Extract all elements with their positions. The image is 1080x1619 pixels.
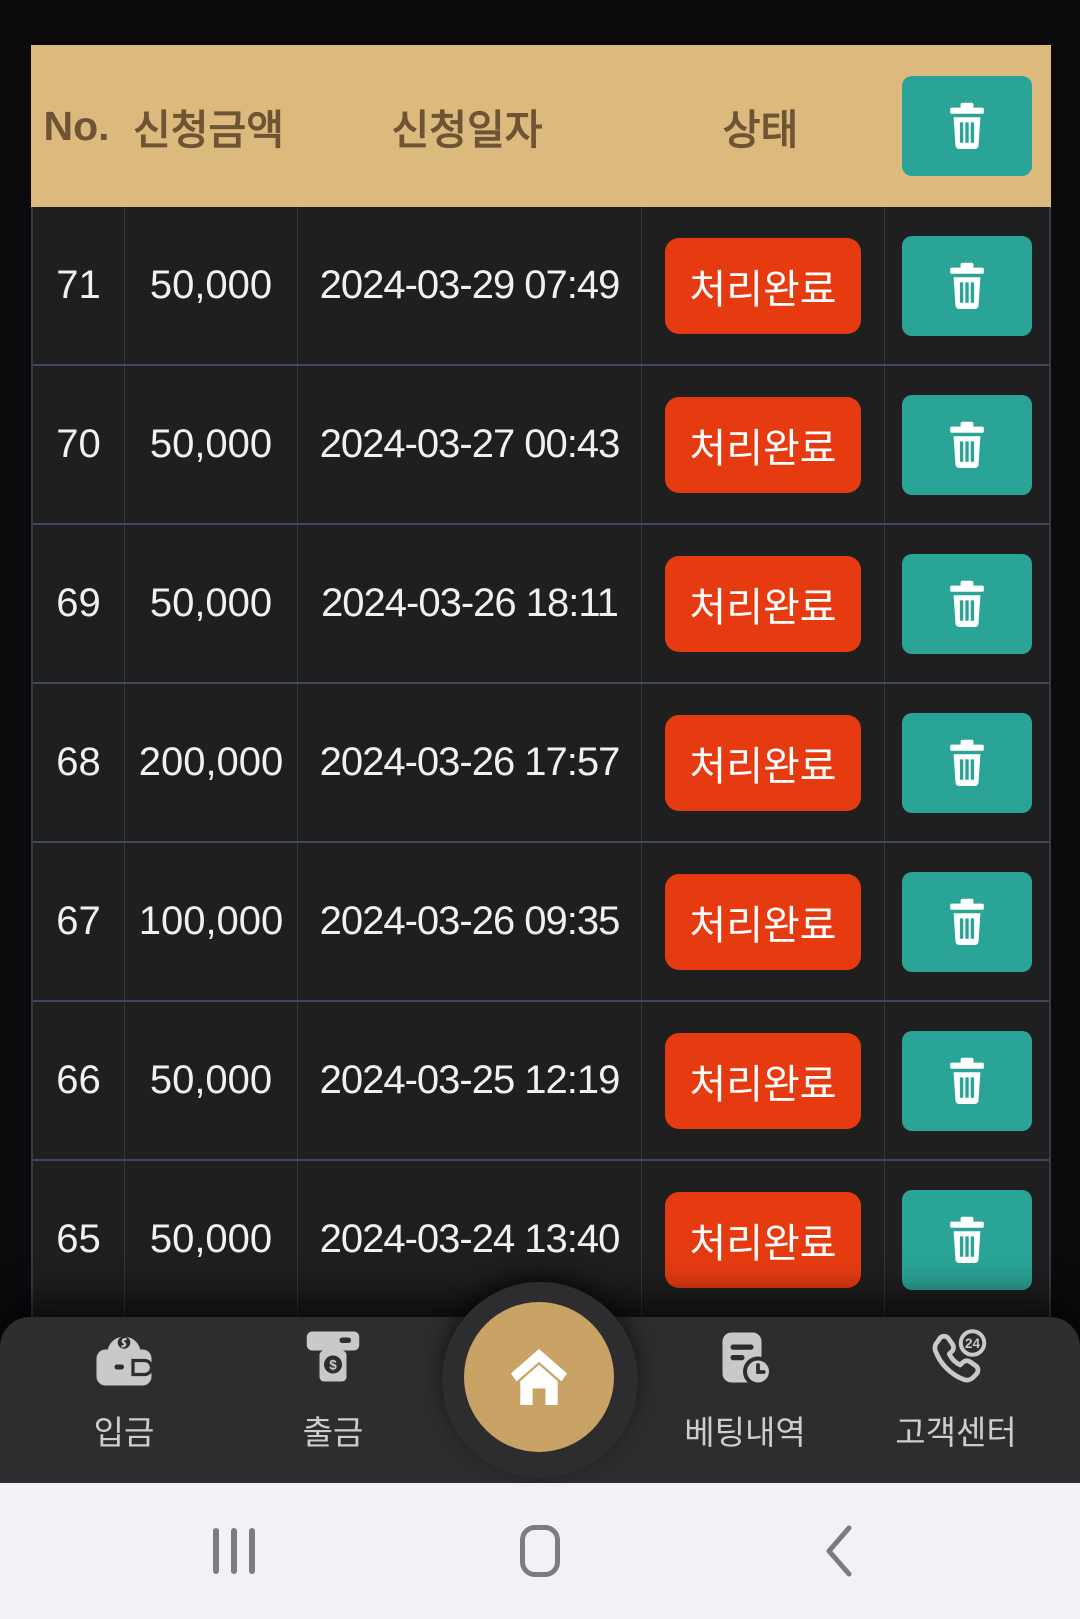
cell-no: 67: [56, 899, 101, 943]
status-badge: 처리완료: [665, 873, 861, 970]
cell-amount: 50,000: [124, 207, 297, 364]
date-text: 2024-03-26 18:11: [321, 581, 619, 625]
cell-amount: 50,000: [124, 366, 297, 523]
badge-24: 24: [965, 1336, 981, 1351]
trash-icon: [950, 739, 984, 786]
trash-icon: [950, 898, 984, 945]
date-text: 2024-03-27 00:43: [319, 422, 621, 466]
bottom-navigation: 입금 $ 출금: [0, 1282, 1080, 1483]
trash-icon: [950, 1057, 984, 1104]
delete-row-button[interactable]: [902, 553, 1032, 654]
header-amount: 신청금액: [133, 107, 284, 153]
date-text: 2024-03-24 13:40: [319, 1217, 621, 1261]
date-text: 2024-03-26 17:57: [319, 740, 621, 784]
cell-no: 71: [56, 263, 101, 307]
cell-no: 65: [56, 1217, 101, 1261]
nav-customer-center[interactable]: 24 고객센터: [861, 1325, 1051, 1455]
cell-no: 68: [56, 740, 101, 784]
table-row: 66 50,000 2024-03-25 12:19 처리완료: [33, 1002, 1049, 1161]
trash-icon: [950, 262, 984, 309]
table-row: 69 50,000 2024-03-26 18:11 처리완료: [33, 525, 1049, 684]
cell-amount: 50,000: [124, 1002, 297, 1159]
cell-date: 2024-03-26 18:11: [297, 525, 641, 682]
status-badge: 처리완료: [665, 1191, 861, 1288]
delete-row-button[interactable]: [902, 1030, 1032, 1131]
cell-date: 2024-03-29 07:49: [297, 207, 641, 364]
cell-amount: 50,000: [124, 525, 297, 682]
date-text: 2024-03-26 09:35: [319, 899, 621, 943]
nav-label: 출금: [302, 1414, 364, 1451]
nav-label: 입금: [93, 1414, 155, 1451]
cell-date: 2024-03-25 12:19: [297, 1002, 641, 1159]
wallet-icon: [96, 1336, 154, 1386]
trash-icon: [949, 102, 984, 149]
cell-date: 2024-03-27 00:43: [297, 366, 641, 523]
delete-row-button[interactable]: [902, 1189, 1032, 1290]
nav-label: 베팅내역: [684, 1414, 806, 1451]
date-text: 2024-03-29 07:49: [319, 263, 621, 307]
android-system-bar: [0, 1483, 1080, 1619]
system-back-button[interactable]: [778, 1483, 898, 1619]
cell-amount: 200,000: [124, 684, 297, 841]
receipt-clock-icon: [722, 1332, 774, 1387]
delete-row-button[interactable]: [902, 712, 1032, 813]
nav-betting-history[interactable]: 베팅내역: [650, 1325, 840, 1455]
cell-no: 70: [56, 422, 101, 466]
header-date: 신청일자: [391, 107, 543, 153]
nav-label: 고객센터: [895, 1414, 1017, 1451]
header-status: 상태: [722, 107, 799, 153]
status-badge: 처리완료: [665, 555, 861, 652]
trash-icon: [950, 1216, 984, 1263]
header-no: No.: [43, 102, 110, 149]
atm-icon: $: [306, 1331, 360, 1382]
system-home-button[interactable]: [480, 1483, 600, 1619]
cell-amount: 100,000: [124, 843, 297, 1000]
table-row: 67 100,000 2024-03-26 09:35 처리완료: [33, 843, 1049, 1002]
recents-icon: [213, 1528, 255, 1574]
date-text: 2024-03-25 12:19: [319, 1058, 621, 1102]
withdrawal-history-table: No. 신청금액 신청일자 상태 71 50,000: [31, 45, 1051, 1320]
cell-date: 2024-03-24 13:40: [297, 1161, 641, 1318]
cell-no: 66: [56, 1058, 101, 1102]
cell-date: 2024-03-26 09:35: [297, 843, 641, 1000]
cell-date: 2024-03-26 17:57: [297, 684, 641, 841]
table-body: 71 50,000 2024-03-29 07:49 처리완료 70 50,00…: [31, 207, 1051, 1320]
status-badge: 처리완료: [665, 1032, 861, 1129]
delete-row-button[interactable]: [902, 871, 1032, 972]
table-row: 68 200,000 2024-03-26 17:57 처리완료: [33, 684, 1049, 843]
home-pill-icon: [520, 1525, 560, 1577]
status-badge: 처리완료: [665, 237, 861, 334]
back-chevron-icon: [826, 1525, 852, 1577]
status-badge: 처리완료: [665, 714, 861, 811]
delete-row-button[interactable]: [902, 394, 1032, 495]
nav-withdraw[interactable]: $ 출금: [238, 1325, 428, 1455]
table-row: 70 50,000 2024-03-27 00:43 처리완료: [33, 366, 1049, 525]
trash-icon: [950, 421, 984, 468]
svg-text:$: $: [329, 1357, 337, 1372]
home-icon: [511, 1349, 567, 1405]
system-recents-button[interactable]: [174, 1483, 294, 1619]
cell-no: 69: [56, 581, 101, 625]
table-row: 71 50,000 2024-03-29 07:49 처리완료: [33, 207, 1049, 366]
nav-home-button[interactable]: [464, 1302, 614, 1452]
delete-row-button[interactable]: [902, 235, 1032, 336]
phone-24-icon: 24: [932, 1329, 987, 1383]
nav-deposit[interactable]: 입금: [29, 1325, 219, 1455]
table-header-row: No. 신청금액 신청일자 상태: [31, 45, 1051, 207]
status-badge: 처리완료: [665, 396, 861, 493]
trash-icon: [950, 580, 984, 627]
cell-amount: 50,000: [124, 1161, 297, 1318]
delete-all-button[interactable]: [901, 76, 1032, 176]
